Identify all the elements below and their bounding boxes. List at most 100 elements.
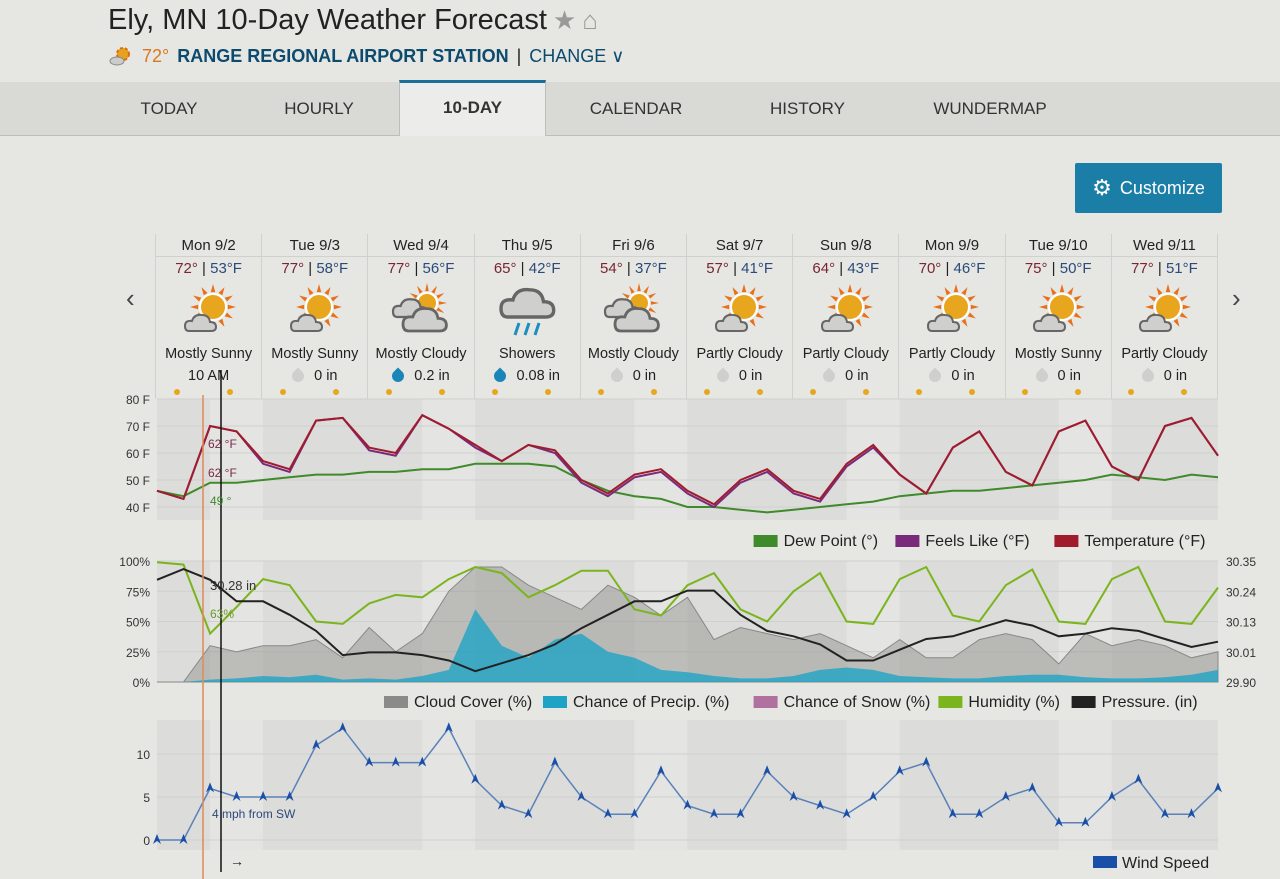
wind-direction-arrow xyxy=(736,808,745,819)
mostly-sunny-icon xyxy=(156,281,261,343)
day-column[interactable]: Tue 9/10 75° | 50°F Mostly Sunny 0 in xyxy=(1004,234,1111,399)
day-column[interactable]: Sun 9/8 64° | 43°F Partly Cloudy 0 in xyxy=(792,234,899,399)
legend-swatch xyxy=(543,696,567,708)
wind-direction-arrow xyxy=(391,756,400,767)
partly-cloudy-icon xyxy=(793,281,898,343)
hover-pressure: 30.28 in xyxy=(210,578,256,593)
condition: Mostly Cloudy xyxy=(375,346,467,362)
day-column[interactable]: Tue 9/3 77° | 58°F Mostly Sunny 0 in xyxy=(261,234,368,399)
dry-drop-icon xyxy=(1033,367,1051,385)
star-icon[interactable]: ★ xyxy=(552,5,577,35)
night-band xyxy=(634,561,688,682)
wind-direction-arrow xyxy=(1001,791,1010,801)
day-column[interactable]: Sat 9/7 57° | 41°F Partly Cloudy 0 in xyxy=(686,234,793,399)
high-temp: 57° xyxy=(706,260,729,277)
wind-direction-arrow xyxy=(418,756,427,767)
cloud-cover-area xyxy=(157,566,1219,683)
page-title: Ely, MN 10-Day Weather Forecast ★ ⌂ xyxy=(108,4,598,37)
wind-direction-arrow xyxy=(710,808,719,819)
day-name: Tue 9/10 xyxy=(1005,234,1111,257)
current-temp: 72° xyxy=(142,45,170,66)
y2-tick-label: 29.90 xyxy=(1226,676,1256,690)
night-band xyxy=(634,399,688,520)
day-temps: 65° | 42°F xyxy=(493,260,561,277)
y-tick-label: 80 F xyxy=(126,393,150,407)
high-temp: 72° xyxy=(175,260,198,277)
home-icon[interactable]: ⌂ xyxy=(582,5,598,35)
legend-label: Chance of Precip. (%) xyxy=(573,694,730,711)
high-temp: 65° xyxy=(493,260,517,277)
legend-label: Chance of Snow (%) xyxy=(784,694,931,711)
day-name: Mon 9/2 xyxy=(156,234,262,257)
day-column[interactable]: Wed 9/11 77° | 51°F Partly Cloudy 0 in xyxy=(1110,234,1219,399)
legend-swatch xyxy=(1093,856,1117,868)
change-station-button[interactable]: CHANGE ∨ xyxy=(529,46,624,67)
wind-direction-arrow xyxy=(948,808,957,819)
wind-direction-arrow xyxy=(259,791,268,801)
low-temp: 50°F xyxy=(1059,260,1092,277)
tab-today[interactable]: TODAY xyxy=(140,99,198,118)
wind-speed-line xyxy=(157,726,1219,841)
raindrop-icon xyxy=(491,367,509,385)
tab-history[interactable]: HISTORY xyxy=(770,99,845,118)
tab-10-day[interactable]: 10-DAY xyxy=(399,80,546,136)
separator: | xyxy=(516,45,522,66)
tab-calendar[interactable]: CALENDAR xyxy=(589,99,683,118)
series-line-temperature xyxy=(156,413,1219,506)
condition: Mostly Sunny xyxy=(1014,346,1102,362)
legend-label: Pressure. (in) xyxy=(1102,694,1198,711)
wind-direction-arrow xyxy=(1107,791,1116,801)
wind-direction-arrow xyxy=(1187,808,1196,819)
y-tick-label: 0 xyxy=(143,834,150,848)
high-temp: 75° xyxy=(1024,260,1048,277)
day-column[interactable]: Fri 9/6 54° | 37°F Mostly Cloudy 0 in xyxy=(579,234,687,399)
high-temp: 54° xyxy=(600,260,623,277)
precip: 0 in xyxy=(1112,365,1217,387)
wind-direction-arrow xyxy=(1134,773,1143,784)
mostly-cloudy-icon xyxy=(581,281,686,343)
customize-button[interactable]: ⚙ Customize xyxy=(1075,163,1222,213)
precip-amount: 10 AM xyxy=(188,368,230,384)
next-arrow-icon[interactable]: › xyxy=(1232,283,1241,313)
wind-direction-arrow xyxy=(656,765,665,776)
night-band xyxy=(1058,561,1112,682)
hover-dew-point: 49 ° xyxy=(210,494,232,508)
precip: 0.08 in xyxy=(475,365,580,387)
tab-hourly[interactable]: HOURLY xyxy=(284,99,354,118)
day-column[interactable]: Thu 9/5 65° | 42°F Showers 0.08 in xyxy=(473,234,580,399)
legend-label: Cloud Cover (%) xyxy=(414,694,532,711)
precip-amount: 0 in xyxy=(951,368,975,384)
day-name: Tue 9/3 xyxy=(262,234,368,257)
previous-arrow-icon[interactable]: ‹ xyxy=(126,283,135,313)
wind-direction-arrow xyxy=(869,791,878,801)
tab-bar: TODAY HOURLY 10-DAY CALENDAR HISTORY WUNDERMA… xyxy=(0,80,1280,136)
wind-direction-arrow xyxy=(497,799,506,810)
low-temp: 46°F xyxy=(953,260,986,277)
day-column[interactable]: Wed 9/4 77° | 56°F Mostly Cloudy 0.2 in xyxy=(367,234,474,399)
station-name[interactable]: RANGE REGIONAL AIRPORT STATION xyxy=(177,45,509,66)
wind-direction-arrow xyxy=(630,808,639,819)
day-temps: 64° | 43°F xyxy=(812,260,880,277)
day-column[interactable]: Mon 9/9 70° | 46°F Partly Cloudy 0 in xyxy=(898,234,1005,399)
wind-direction-arrow xyxy=(444,722,453,733)
mostly-cloudy-icon xyxy=(368,281,473,343)
partly-cloudy-icon xyxy=(1112,281,1217,343)
day-column[interactable]: Mon 9/2 72° | 53°F Mostly Sunny 10 AM xyxy=(155,234,262,399)
y-tick-label: 10 xyxy=(137,748,151,762)
wind-direction-arrow xyxy=(153,834,161,844)
low-temp: 37°F xyxy=(634,260,667,277)
plot-background xyxy=(157,399,1218,520)
plot-background xyxy=(157,720,1218,850)
mostly-sunny-icon xyxy=(1006,281,1111,343)
condition: Mostly Cloudy xyxy=(587,346,679,362)
low-temp: 41°F xyxy=(741,260,773,277)
tab-wundermap[interactable]: WUNDERMAP xyxy=(933,99,1047,118)
night-band xyxy=(634,720,688,850)
legend-swatch xyxy=(753,696,778,708)
change-label: CHANGE xyxy=(529,45,607,66)
condition: Showers xyxy=(499,346,556,362)
wind-direction-arrow xyxy=(1028,782,1037,793)
night-band xyxy=(846,720,900,850)
forecast-days: Mon 9/2 72° | 53°F Mostly Sunny 10 AM Tue… xyxy=(155,234,1219,399)
day-temps: 77° | 51°F xyxy=(1131,260,1198,277)
